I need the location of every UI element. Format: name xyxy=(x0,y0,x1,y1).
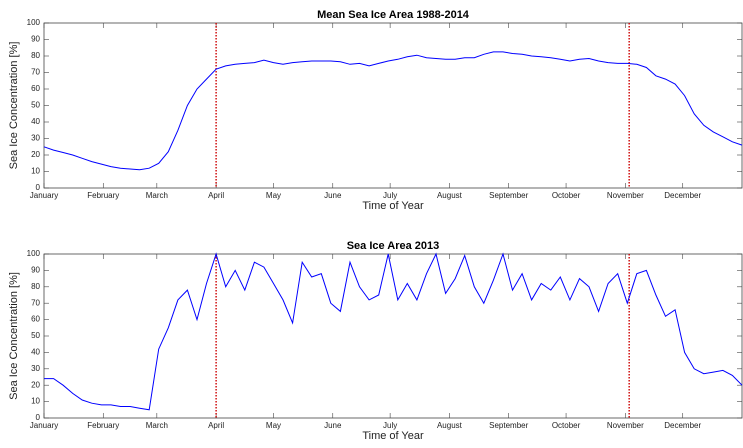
x-tick-label: May xyxy=(266,421,281,430)
x-axis-label: Time of Year xyxy=(362,200,424,212)
y-tick-label: 0 xyxy=(36,413,41,422)
y-tick-label: 10 xyxy=(31,397,40,406)
x-tick-label: March xyxy=(146,421,168,430)
y-tick-label: 70 xyxy=(31,68,40,77)
x-tick-label: July xyxy=(383,191,397,200)
x-tick-label: June xyxy=(324,191,342,200)
x-tick-label: April xyxy=(208,191,224,200)
y-tick-label: 60 xyxy=(31,84,40,93)
y-tick-label: 80 xyxy=(31,51,40,60)
x-tick-label: April xyxy=(208,421,224,430)
x-tick-label: September xyxy=(489,421,528,430)
plot-area xyxy=(43,22,743,189)
y-axis-label: Sea Ice Concentration [%] xyxy=(8,42,20,170)
x-tick-label: July xyxy=(383,421,397,430)
y-tick-label: 60 xyxy=(31,315,40,324)
chart-title: Mean Sea Ice Area 1988-2014 xyxy=(317,9,470,21)
x-tick-label: January xyxy=(30,421,58,430)
y-tick-label: 20 xyxy=(31,380,40,389)
y-tick-label: 90 xyxy=(31,266,40,275)
x-tick-label: December xyxy=(664,421,701,430)
y-tick-label: 40 xyxy=(31,117,40,126)
x-tick-label: October xyxy=(552,421,581,430)
x-tick-label: February xyxy=(87,191,119,200)
y-tick-label: 50 xyxy=(31,331,40,340)
x-tick-label: March xyxy=(146,191,168,200)
x-tick-label: February xyxy=(87,421,119,430)
x-tick-label: January xyxy=(30,191,58,200)
x-tick-label: May xyxy=(266,191,281,200)
y-tick-label: 100 xyxy=(27,18,41,27)
x-axis-label: Time of Year xyxy=(362,430,424,442)
y-tick-label: 30 xyxy=(31,364,40,373)
y-axis-label: Sea Ice Concentration [%] xyxy=(8,272,20,400)
x-tick-label: November xyxy=(607,191,644,200)
y-tick-label: 80 xyxy=(31,282,40,291)
x-tick-label: June xyxy=(324,421,342,430)
plot-area xyxy=(43,253,743,419)
y-tick-label: 40 xyxy=(31,348,40,357)
y-tick-label: 90 xyxy=(31,35,40,44)
y-tick-label: 20 xyxy=(31,150,40,159)
data-line xyxy=(44,252,743,411)
y-tick-label: 10 xyxy=(31,167,40,176)
y-tick-label: 30 xyxy=(31,134,40,143)
chart-title: Sea Ice Area 2013 xyxy=(347,240,440,252)
data-line xyxy=(43,51,743,171)
x-tick-label: August xyxy=(437,191,463,200)
x-tick-label: September xyxy=(489,191,528,200)
x-tick-label: August xyxy=(437,421,463,430)
y-tick-label: 70 xyxy=(31,298,40,307)
y-tick-label: 50 xyxy=(31,101,40,110)
y-tick-label: 100 xyxy=(27,249,41,258)
x-tick-label: November xyxy=(607,421,644,430)
x-tick-label: October xyxy=(552,191,581,200)
y-tick-label: 0 xyxy=(36,183,41,192)
x-tick-label: December xyxy=(664,191,701,200)
